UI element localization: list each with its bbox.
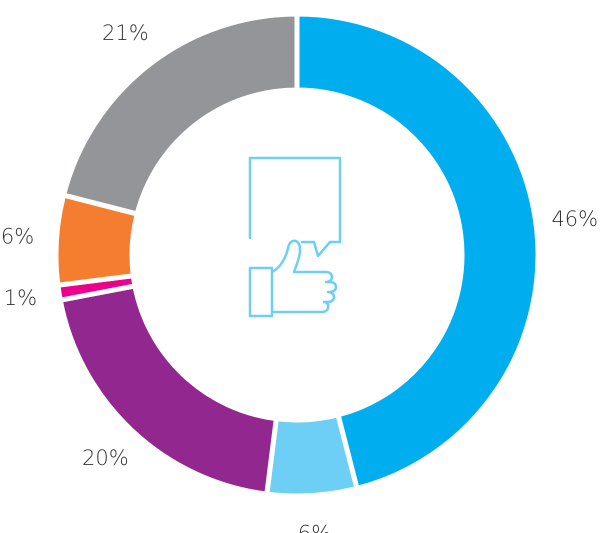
donut-segment xyxy=(294,11,541,492)
value-label: 1% xyxy=(4,286,37,310)
donut-segment xyxy=(60,11,300,218)
value-label: 21% xyxy=(102,21,149,45)
donut-segment xyxy=(264,411,360,499)
value-label: 20% xyxy=(82,446,129,470)
thumbs-up-icon xyxy=(248,156,342,318)
value-label: 46% xyxy=(551,207,598,231)
value-label: 6% xyxy=(298,521,331,533)
value-label: 6% xyxy=(1,224,34,248)
